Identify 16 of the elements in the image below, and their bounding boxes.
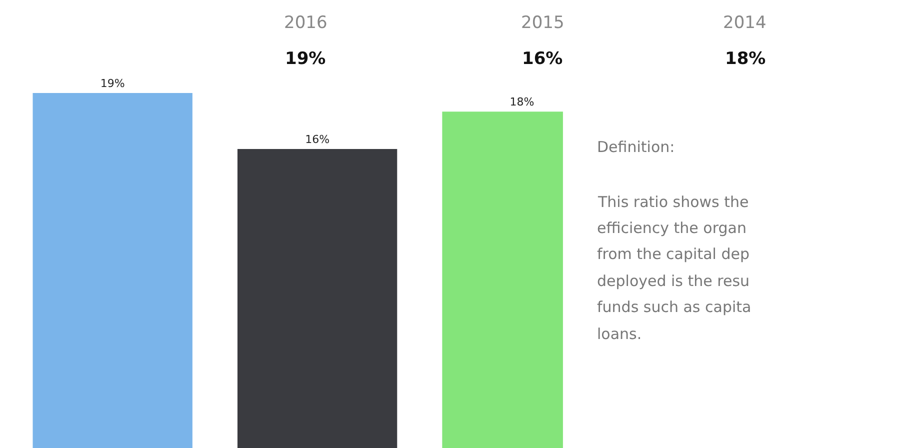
- annotation: deployed is the resu: [597, 272, 750, 290]
- text: 2014: [723, 13, 766, 33]
- annotation: loans.: [597, 325, 642, 343]
- text: 2016: [284, 13, 328, 33]
- annotation: This ratio shows the: [597, 193, 749, 211]
- annotation: funds such as capita: [597, 298, 752, 316]
- annotation: efficiency the organ: [597, 219, 746, 237]
- text: 16%: [522, 49, 563, 69]
- text: 2015: [521, 13, 564, 33]
- text: 19%: [285, 49, 326, 69]
- text: 18%: [725, 49, 766, 69]
- annotation: Definition:: [597, 138, 675, 156]
- data-label: 16%: [305, 133, 330, 146]
- annotation: from the capital dep: [597, 245, 750, 263]
- data-label: 19%: [100, 76, 125, 90]
- data-label: 18%: [510, 96, 534, 109]
